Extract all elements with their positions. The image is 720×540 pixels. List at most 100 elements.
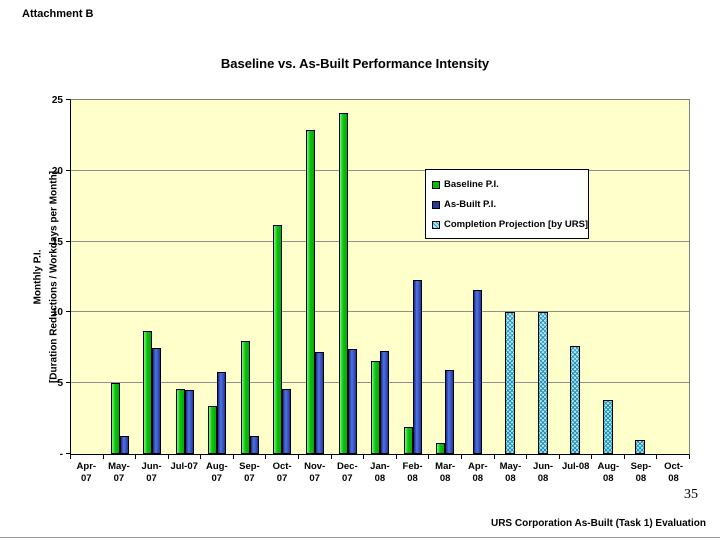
bar-blue-mar-08 [445,370,455,454]
category-jul-07 [169,100,202,454]
bar-hatch-may-08 [505,312,516,454]
chart-title: Baseline vs. As-Built Performance Intens… [220,56,490,71]
bar-blue-apr-08 [473,290,483,454]
category-dec-07 [331,100,364,454]
bar-blue-aug-07 [217,372,227,454]
x-tick-mark [201,455,234,459]
category-apr-07 [71,100,104,454]
x-tick-mark [299,455,332,459]
category-sep-08 [624,100,657,454]
legend-item-baseline: Baseline P.I. [432,179,584,190]
y-tick-mark [66,99,70,100]
plot-area: Baseline P.I. As-Built P.I. Completion P… [70,99,690,455]
x-tick-label: May- 08 [499,461,522,485]
legend-label-completion: Completion Projection [by URS] [444,219,589,230]
x-tick-label: Nov- 07 [304,461,326,485]
y-tick-mark [66,240,70,242]
category-oct-07 [266,100,299,454]
x-tick-label: Sep- 07 [239,461,260,485]
bar-green-feb-08 [403,427,413,454]
category-feb-08 [396,100,429,454]
category-jan-08 [364,100,397,454]
gridline [71,311,689,313]
bar-green-jul-07 [175,389,185,454]
legend-label-asbuilt: As-Built P.I. [444,199,497,210]
x-tick-label: Oct- 08 [664,461,684,485]
x-tick-mark [592,455,625,459]
category-aug-07 [201,100,234,454]
x-tick-label: Apr- 08 [468,461,488,485]
bar-green-sep-07 [240,341,250,454]
bar-blue-feb-08 [412,280,422,454]
category-sep-07 [234,100,267,454]
category-apr-08 [461,100,494,454]
bar-blue-jan-08 [380,351,390,454]
bar-green-mar-08 [436,443,446,454]
category-jun-07 [136,100,169,454]
legend: Baseline P.I. As-Built P.I. Completion P… [425,169,589,239]
x-tick-mark [169,455,202,459]
x-tick-label: Oct- 07 [272,461,292,485]
x-tick-mark [234,455,267,459]
category-jun-08 [526,100,559,454]
x-tick-label: Feb- 08 [402,461,423,485]
x-tick-label: Jan- 08 [370,461,390,485]
bar-green-jan-08 [371,361,381,454]
x-tick-mark [397,455,430,459]
y-tick-label: 25 [51,95,63,106]
x-tick-label: Aug- 08 [597,461,620,485]
bar-green-nov-07 [305,130,315,454]
bar-green-oct-07 [273,225,283,454]
x-tick-label: Sep- 08 [630,461,652,485]
page-bottom-rule [0,537,720,538]
x-tick-label: May- 07 [108,461,130,485]
gridline [71,169,689,171]
x-tick-mark [495,455,528,459]
x-tick-label: Jun- 08 [533,461,554,485]
legend-swatch-completion-icon [432,220,440,229]
x-tick-label: Apr- 07 [76,461,97,485]
y-tick-label: 10 [51,307,63,319]
legend-item-asbuilt: As-Built P.I. [432,199,584,210]
y-axis-tick-labels: 25 20 15 10 5 - [0,95,63,460]
x-axis-tick-marks [70,455,690,459]
category-jul-08 [559,100,592,454]
category-aug-08 [592,100,625,454]
x-tick-mark [560,455,593,459]
x-axis-labels: Apr- 07 May- 07 Jun- 07 Jul-07 Aug- 07 Sep- 07 Oct-… [70,461,690,486]
x-tick-label: Dec- 07 [337,461,358,485]
y-tick-label: 15 [51,236,63,248]
category-oct-08 [657,100,690,454]
bar-blue-jul-07 [184,390,194,454]
x-tick-label: Aug- 07 [205,461,228,485]
y-tick-mark [66,453,70,454]
x-tick-mark [332,455,365,459]
y-tick-label: - [59,449,63,460]
bar-hatch-jul-08 [570,346,581,454]
attachment-label: Attachment B [22,8,94,20]
y-tick-mark [66,169,70,171]
bar-green-jun-07 [143,331,153,454]
bar-blue-nov-07 [314,352,324,454]
bar-blue-oct-07 [282,389,292,454]
gridline [71,240,689,242]
x-tick-mark [104,455,137,459]
bar-hatch-aug-08 [602,400,613,454]
y-tick-label: 5 [57,378,63,390]
x-tick-mark [462,455,495,459]
bar-series-container [71,100,689,454]
bar-green-may-07 [110,383,120,454]
x-tick-mark [364,455,397,459]
y-tick-label: 20 [51,165,63,177]
x-tick-label: Jul-07 [170,461,198,472]
x-tick-mark [71,455,104,459]
x-tick-mark [625,455,658,459]
page-number: 35 [684,487,698,502]
x-tick-mark [266,455,300,459]
x-tick-mark [527,455,560,459]
x-tick-label: Jul-08 [561,461,590,472]
category-may-08 [494,100,527,454]
bar-hatch-jun-08 [537,312,548,454]
bar-blue-sep-07 [249,436,259,454]
category-nov-07 [299,100,332,454]
